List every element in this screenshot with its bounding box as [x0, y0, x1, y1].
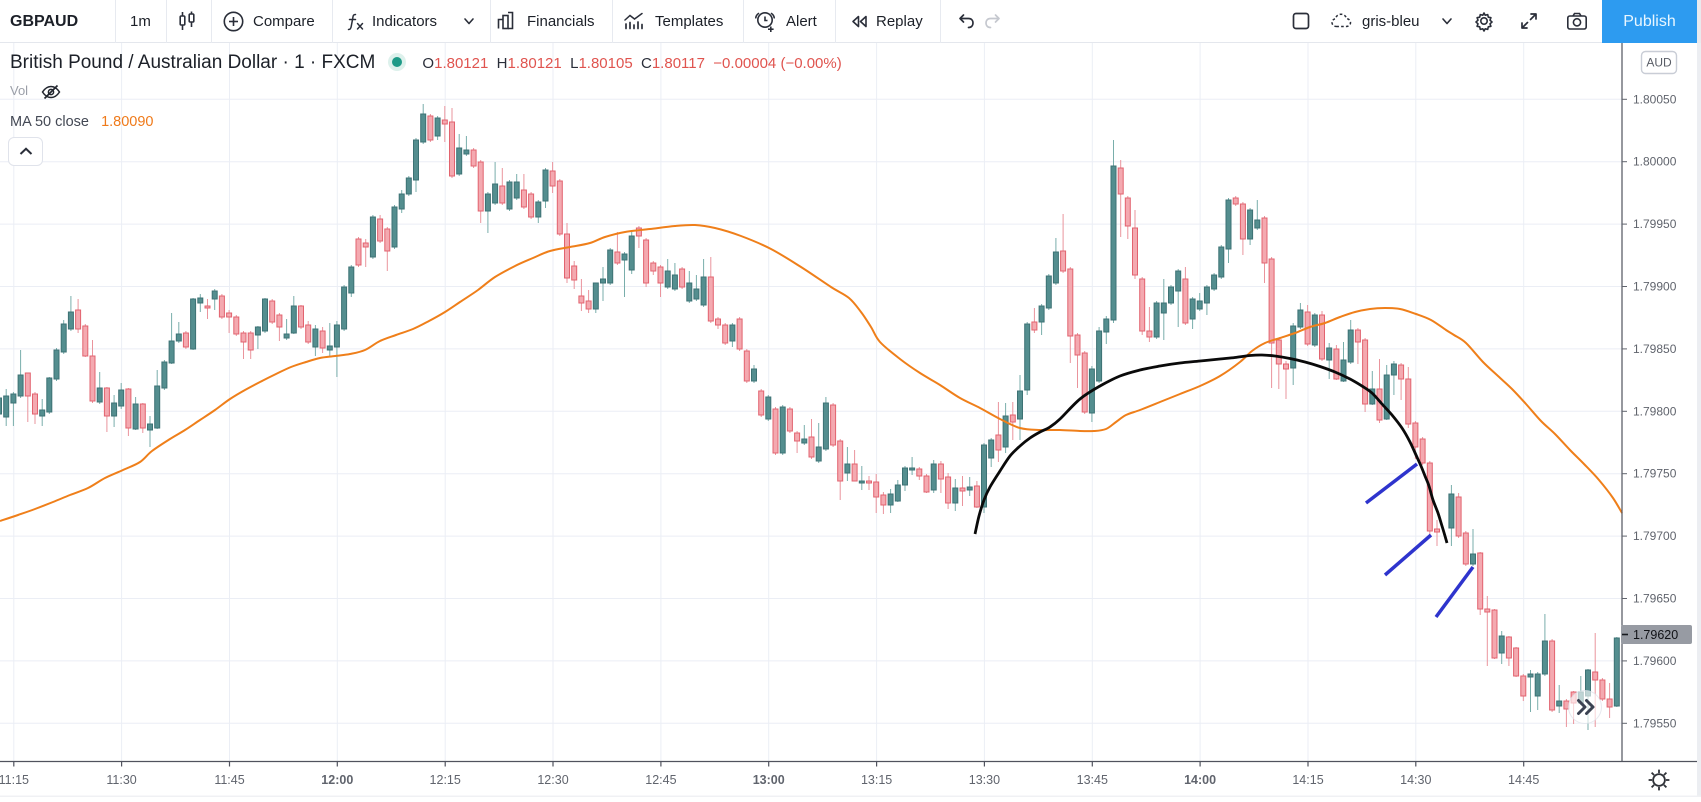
svg-text:14:30: 14:30: [1400, 773, 1431, 787]
svg-text:12:00: 12:00: [321, 773, 353, 787]
svg-text:1.79550: 1.79550: [1633, 716, 1677, 730]
svg-text:13:15: 13:15: [861, 773, 892, 787]
svg-text:1.80050: 1.80050: [1633, 92, 1677, 106]
svg-text:13:00: 13:00: [753, 773, 785, 787]
svg-text:1.79950: 1.79950: [1633, 217, 1677, 231]
svg-text:14:45: 14:45: [1508, 773, 1539, 787]
svg-text:11:15: 11:15: [0, 773, 29, 787]
svg-text:14:15: 14:15: [1292, 773, 1323, 787]
svg-text:11:30: 11:30: [106, 773, 136, 787]
svg-text:1.79900: 1.79900: [1633, 280, 1677, 294]
svg-text:11:45: 11:45: [214, 773, 244, 787]
svg-text:1.79800: 1.79800: [1633, 404, 1677, 418]
svg-text:13:30: 13:30: [969, 773, 1000, 787]
svg-text:1.79650: 1.79650: [1633, 592, 1677, 606]
svg-text:12:15: 12:15: [430, 773, 461, 787]
svg-text:1.79700: 1.79700: [1633, 529, 1677, 543]
svg-text:1.79750: 1.79750: [1633, 467, 1677, 481]
svg-text:12:45: 12:45: [645, 773, 676, 787]
svg-text:14:00: 14:00: [1184, 773, 1216, 787]
svg-text:1.80000: 1.80000: [1633, 155, 1677, 169]
svg-text:AUD: AUD: [1646, 56, 1672, 70]
svg-text:1.79600: 1.79600: [1633, 654, 1677, 668]
svg-text:1.79850: 1.79850: [1633, 342, 1677, 356]
svg-text:1.79620: 1.79620: [1633, 628, 1678, 642]
svg-text:13:45: 13:45: [1077, 773, 1108, 787]
svg-text:12:30: 12:30: [537, 773, 568, 787]
